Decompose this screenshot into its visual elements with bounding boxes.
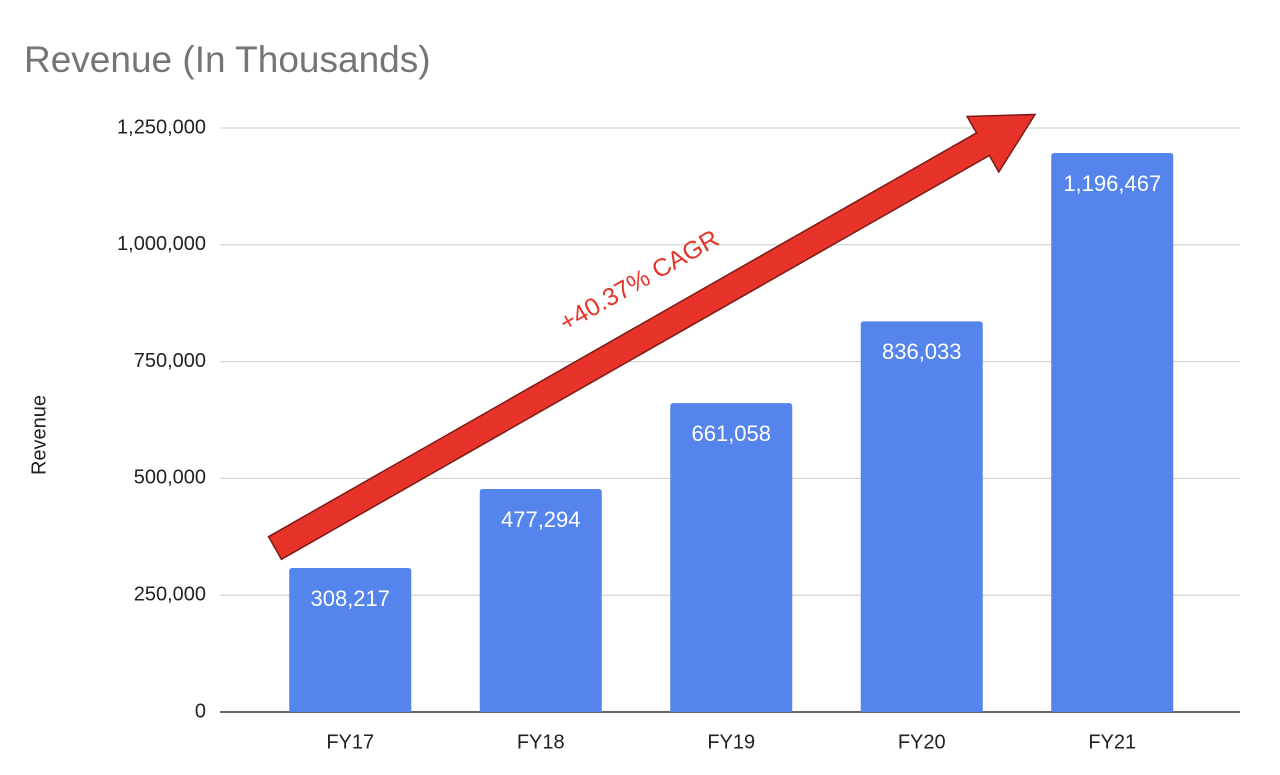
y-tick-label: 0 bbox=[195, 700, 206, 722]
value-label: 1,196,467 bbox=[1063, 171, 1161, 196]
x-tick-label: FY17 bbox=[326, 731, 374, 753]
y-axis-title: Revenue bbox=[28, 395, 50, 475]
y-tick-label: 500,000 bbox=[134, 467, 206, 489]
trend-arrow bbox=[267, 113, 1037, 561]
bar bbox=[670, 403, 793, 712]
x-tick-label: FY18 bbox=[517, 731, 565, 753]
y-tick-label: 1,000,000 bbox=[117, 233, 206, 255]
value-label: 308,217 bbox=[310, 586, 390, 611]
bar bbox=[289, 568, 412, 712]
y-tick-label: 1,250,000 bbox=[117, 116, 206, 138]
bar bbox=[1051, 153, 1174, 712]
value-label: 836,033 bbox=[882, 339, 962, 364]
x-tick-label: FY19 bbox=[707, 731, 755, 753]
arrow-shape bbox=[267, 113, 1037, 561]
value-label: 661,058 bbox=[691, 421, 771, 446]
x-tick-label: FY20 bbox=[898, 731, 946, 753]
bar bbox=[479, 489, 602, 712]
y-tick-label: 250,000 bbox=[134, 583, 206, 605]
bar bbox=[860, 321, 983, 712]
y-tick-label: 750,000 bbox=[134, 350, 206, 372]
value-label: 477,294 bbox=[501, 507, 581, 532]
chart-title: Revenue (In Thousands) bbox=[24, 39, 431, 80]
x-tick-label: FY21 bbox=[1088, 731, 1136, 753]
plot-area: 0 250,000 500,000 750,000 1,000,000 1,250,000… bbox=[117, 116, 1240, 753]
